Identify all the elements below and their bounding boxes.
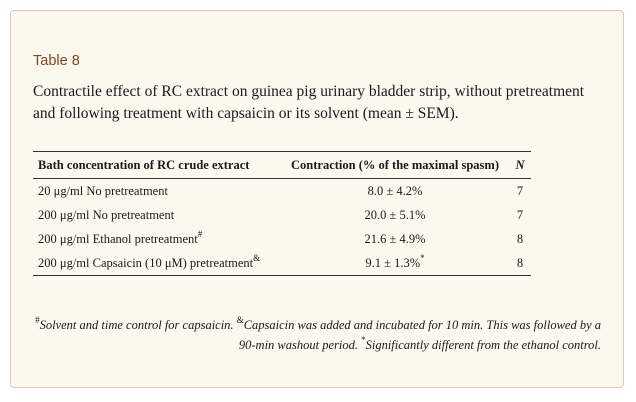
footnote-mark: * — [420, 252, 425, 263]
table-row: 200 μg/ml No pretreatment 20.0 ± 5.1% 7 — [33, 203, 531, 227]
n-cell: 8 — [516, 255, 524, 270]
contraction-cell: 20.0 ± 5.1% — [364, 207, 426, 222]
condition-cell: 200 μg/ml Capsaicin (10 μM) pretreatment… — [38, 252, 261, 270]
footnote-text: Capsaicin was added and incubated for 10… — [238, 318, 601, 352]
table-row: 200 μg/ml Capsaicin (10 μM) pretreatment… — [33, 251, 531, 276]
condition-cell: 200 μg/ml Ethanol pretreatment# — [38, 228, 203, 246]
n-cell: 8 — [516, 231, 524, 246]
condition-cell: 20 μg/ml No pretreatment — [38, 183, 168, 198]
contraction-cell: 8.0 ± 4.2% — [367, 183, 423, 198]
data-table: Bath concentration of RC crude extract C… — [33, 151, 531, 276]
table-header-row: Bath concentration of RC crude extract C… — [33, 151, 531, 179]
table-row: 20 μg/ml No pretreatment 8.0 ± 4.2% 7 — [33, 179, 531, 204]
footnote-text: Solvent and time control for capsaicin. — [39, 318, 237, 332]
table-label: Table 8 — [33, 53, 80, 69]
table-footnotes: #Solvent and time control for capsaicin.… — [31, 315, 601, 355]
n-cell: 7 — [516, 207, 524, 222]
footnote-mark: & — [236, 315, 244, 325]
header-concentration: Bath concentration of RC crude extract — [38, 157, 250, 172]
footnote-mark: # — [35, 315, 40, 325]
table-row: 200 μg/ml Ethanol pretreatment# 21.6 ± 4… — [33, 227, 531, 251]
table-card: Table 8 Contractile effect of RC extract… — [10, 10, 624, 388]
header-contraction: Contraction (% of the maximal spasm) — [291, 157, 499, 172]
footnote-mark: # — [197, 228, 203, 239]
footnote-text: Significantly different from the ethanol… — [365, 338, 601, 352]
contraction-cell: 9.1 ± 1.3%* — [365, 252, 425, 270]
header-n: N — [515, 157, 525, 172]
footnote-mark: & — [253, 252, 261, 263]
condition-cell: 200 μg/ml No pretreatment — [38, 207, 175, 222]
n-cell: 7 — [516, 183, 524, 198]
contraction-cell: 21.6 ± 4.9% — [364, 231, 426, 246]
table-caption: Contractile effect of RC extract on guin… — [33, 83, 585, 122]
footnote-mark: * — [361, 335, 366, 345]
